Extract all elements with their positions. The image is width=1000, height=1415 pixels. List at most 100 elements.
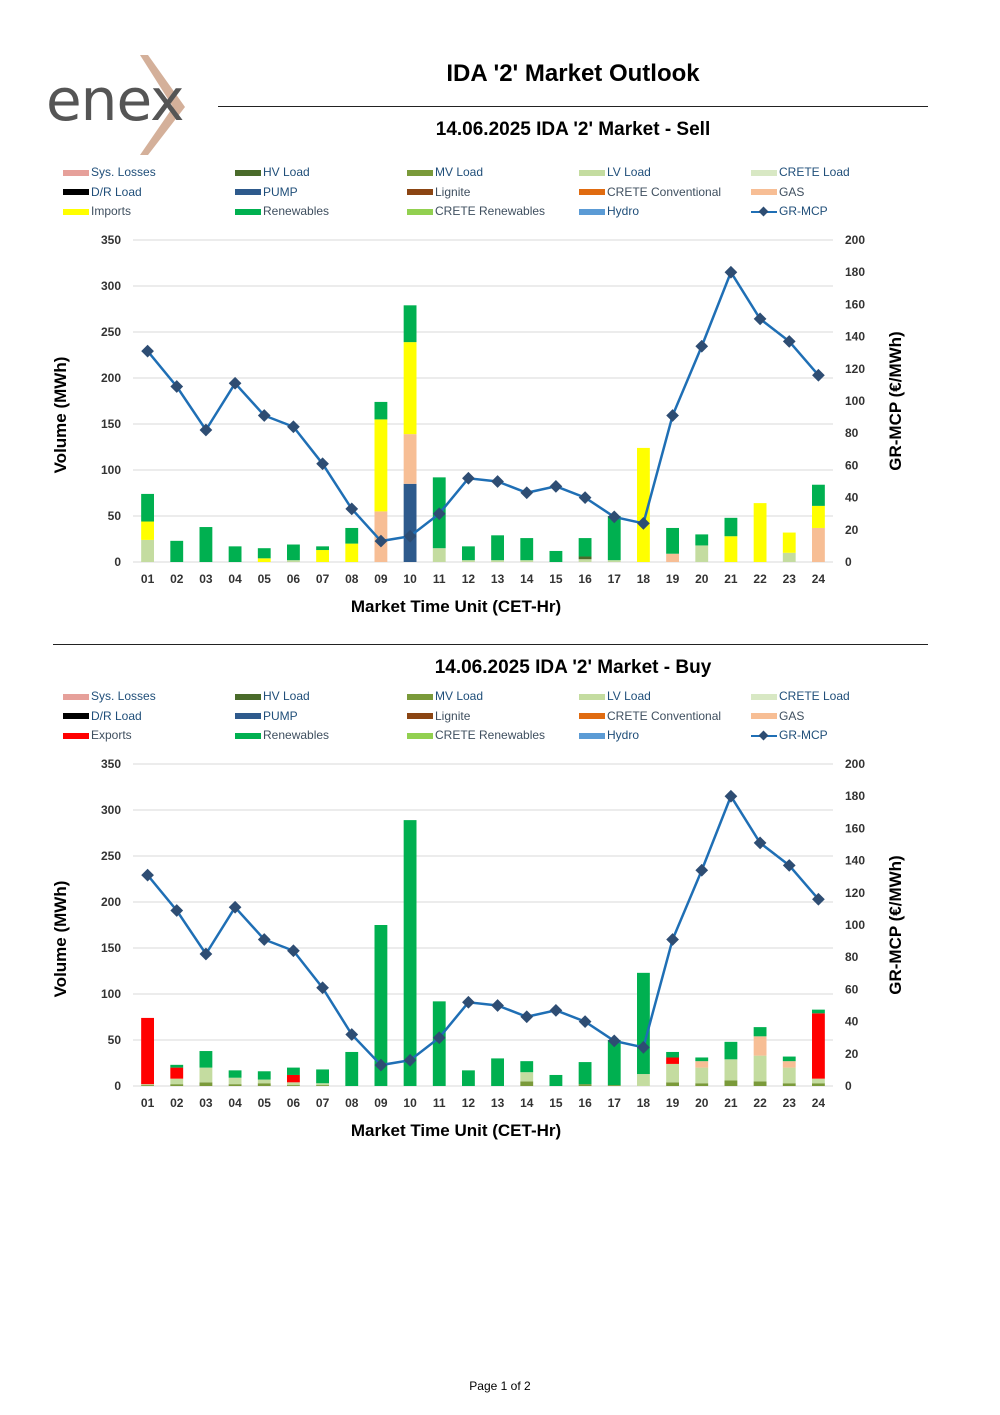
x-tick-label: 10 (403, 1096, 417, 1110)
gr-mcp-point-02 (170, 380, 184, 393)
gr-mcp-point-15 (549, 479, 563, 493)
bar-renewables-19 (666, 527, 679, 554)
legend-swatch (751, 713, 777, 720)
legend-swatch (407, 169, 433, 176)
bar-mv-load-21 (724, 1080, 738, 1086)
bar-mv-load-07 (316, 1085, 329, 1086)
y2-axis-title: GR-MCP (€/MWh) (886, 331, 905, 470)
y-tick-label: 0 (114, 555, 121, 569)
bar-lv-load-05 (257, 1079, 271, 1084)
x-tick-label: 23 (783, 1096, 797, 1110)
legend-swatch (235, 713, 261, 720)
y2-tick-label: 180 (845, 789, 865, 803)
gr-mcp-line (146, 269, 820, 543)
bar-mv-load-24 (812, 1083, 825, 1086)
legend-label: HV Load (263, 689, 310, 703)
logo-text: enex (46, 66, 184, 134)
y-tick-label: 250 (101, 325, 121, 339)
legend-swatch (407, 732, 433, 739)
x-tick-label: 02 (170, 572, 184, 586)
x-tick-label: 14 (520, 1096, 534, 1110)
x-tick-label: 11 (433, 572, 446, 586)
legend-label: Sys. Losses (91, 689, 156, 703)
y2-tick-label: 140 (845, 330, 865, 344)
bar-lv-load-17 (607, 560, 621, 562)
bar-renewables-23 (782, 1056, 796, 1062)
gr-mcp-point-13 (491, 475, 504, 488)
y2-tick-label: 200 (845, 757, 865, 771)
y2-axis-title: GR-MCP (€/MWh) (886, 855, 905, 994)
legend-item-crete-load: CRETE Load (751, 688, 850, 704)
enex-logo (140, 55, 185, 155)
legend-label: CRETE Conventional (607, 708, 722, 723)
y2-tick-label: 120 (845, 362, 865, 376)
legend-label: Hydro (607, 728, 640, 742)
x-tick-label: 09 (374, 1096, 388, 1110)
bar-imports-23 (782, 532, 796, 553)
y-axis-title: Volume (MWh) (51, 881, 70, 998)
gr-mcp-point-04 (228, 900, 242, 914)
bar-mv-load-05 (257, 1083, 271, 1086)
gr-mcp-point-01 (141, 344, 154, 358)
legend-label: Hydro (607, 204, 640, 218)
gr-mcp-point-16 (578, 1015, 592, 1028)
x-tick-label: 13 (491, 1096, 505, 1110)
x-tick-label: 19 (666, 1096, 680, 1110)
buy-chart: 0501001502002503003500204060801001201401… (51, 757, 905, 1140)
bar-lv-load-06 (287, 1082, 300, 1086)
bar-mv-load-03 (199, 1082, 213, 1086)
y-tick-label: 300 (101, 803, 121, 817)
bar-renewables-08 (345, 1051, 359, 1086)
gr-mcp-point-19 (666, 933, 679, 946)
x-tick-label: 20 (695, 1096, 709, 1110)
bar-lv-load-18 (637, 1074, 650, 1086)
bar-imports-10 (403, 342, 417, 435)
gr-mcp-point-14 (520, 1010, 534, 1024)
gr-mcp-point-01 (141, 868, 154, 882)
bar-imports-24 (812, 505, 825, 528)
legend-item-hydro: Hydro (579, 203, 639, 219)
legend-swatch (63, 189, 89, 196)
legend-swatch (235, 693, 261, 700)
bar-exports-19 (666, 1057, 679, 1064)
bar-exports-02 (170, 1067, 184, 1079)
legend-item-crete-conventional: CRETE Conventional (579, 708, 721, 724)
y2-tick-label: 60 (845, 458, 859, 472)
legend-label: Exports (91, 728, 132, 742)
x-tick-label: 21 (724, 572, 738, 586)
gr-mcp-point-20 (695, 339, 709, 353)
x-tick-label: 12 (462, 1096, 476, 1110)
bar-gas-19 (666, 553, 679, 562)
section-divider (53, 644, 928, 645)
y2-tick-label: 120 (845, 886, 865, 900)
bar-mv-load-20 (695, 1083, 709, 1086)
page-footer: Page 1 of 2 (469, 1379, 531, 1393)
bar-lv-load-01 (141, 1084, 154, 1086)
legend-item-pump: PUMP (235, 184, 298, 200)
x-tick-label: 06 (287, 1096, 301, 1110)
bar-renewables-22 (753, 1027, 767, 1037)
legend-item-crete-load: CRETE Load (751, 164, 850, 180)
legend-label: MV Load (435, 165, 484, 179)
bar-lv-load-24 (812, 1078, 825, 1084)
y-tick-label: 300 (101, 279, 121, 293)
x-tick-label: 15 (549, 1096, 563, 1110)
x-tick-label: 02 (170, 1096, 184, 1110)
x-tick-label: 14 (520, 572, 534, 586)
bar-renewables-07 (316, 546, 329, 551)
bar-renewables-05 (257, 548, 271, 559)
x-tick-label: 08 (345, 572, 359, 586)
bar-mv-load-17 (607, 1085, 621, 1086)
legend-item-d-r-load: D/R Load (63, 708, 142, 724)
x-tick-label: 24 (812, 572, 826, 586)
bar-renewables-20 (695, 534, 709, 546)
legend-swatch (579, 189, 605, 196)
bar-lv-load-14 (520, 1072, 534, 1082)
title-divider (218, 106, 928, 107)
y-tick-label: 100 (101, 463, 121, 477)
bar-renewables-17 (607, 516, 621, 561)
y2-tick-label: 100 (845, 918, 865, 932)
bar-renewables-19 (666, 1051, 679, 1058)
legend-item-gr-mcp: GR-MCP (751, 727, 828, 743)
bar-renewables-03 (199, 1051, 213, 1068)
